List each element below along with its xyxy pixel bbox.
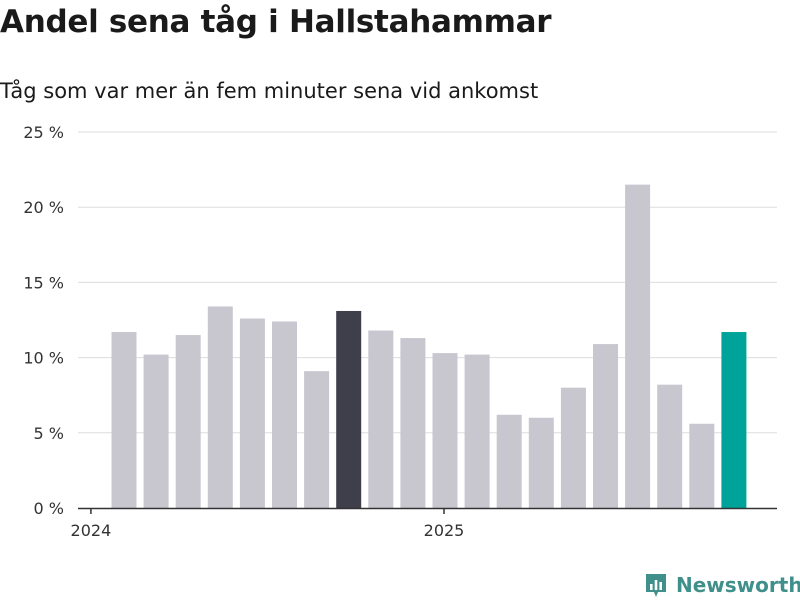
bar	[496, 414, 522, 508]
bar	[304, 371, 330, 508]
bar	[111, 332, 137, 508]
bar	[239, 318, 265, 508]
bar	[657, 384, 683, 508]
bar	[432, 353, 458, 508]
chart-title: Andel sena tåg i Hallstahammar	[0, 4, 552, 40]
newsworthy-logo-icon	[646, 573, 666, 597]
bar	[528, 417, 554, 508]
bars	[111, 184, 747, 508]
y-tick-label: 15 %	[23, 273, 64, 292]
axes: 0 % 5 % 10 % 15 % 20 % 25 % 2024 2025	[23, 123, 777, 540]
bar	[207, 306, 233, 508]
y-tick-label: 5 %	[34, 424, 64, 443]
bar	[689, 423, 715, 508]
bar	[625, 184, 651, 508]
x-tick-label: 2025	[424, 521, 465, 540]
chart-subtitle: Tåg som var mer än fem minuter sena vid …	[0, 79, 539, 103]
y-tick-label: 20 %	[23, 198, 64, 217]
bar	[593, 344, 618, 508]
x-tick-label: 2024	[71, 521, 112, 540]
y-tick-label: 0 %	[34, 499, 64, 518]
bar	[368, 330, 394, 508]
bar	[175, 335, 201, 508]
newsworthy-brand: Newsworthy	[644, 570, 800, 600]
bar	[272, 321, 297, 508]
bar	[336, 310, 362, 508]
y-tick-label: 25 %	[23, 123, 64, 142]
bar	[721, 332, 747, 508]
brand-name: Newsworthy	[676, 573, 800, 597]
bar	[464, 354, 490, 508]
bar	[143, 354, 169, 508]
bar	[400, 338, 426, 508]
y-tick-label: 10 %	[23, 349, 64, 368]
bar	[560, 387, 586, 508]
